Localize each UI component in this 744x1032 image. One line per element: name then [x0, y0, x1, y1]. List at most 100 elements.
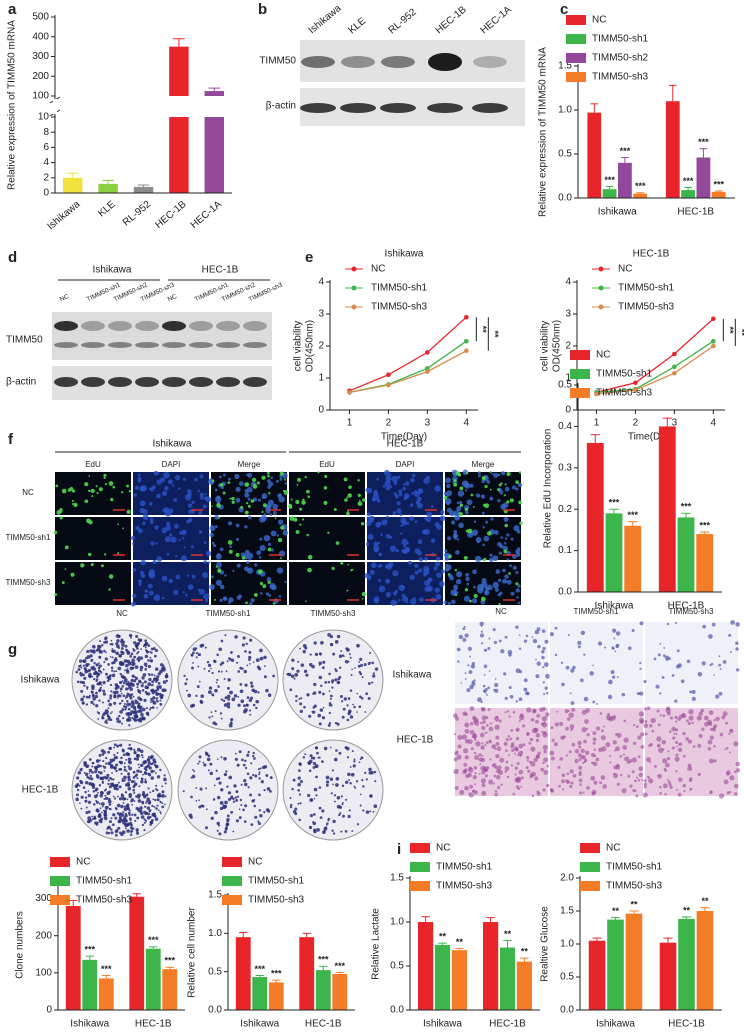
texture-dot: [364, 572, 370, 579]
colony-dot: [338, 751, 342, 755]
colony-dot: [367, 662, 371, 666]
colony-dot: [113, 701, 117, 705]
colony-dot: [346, 718, 350, 722]
colony-dot: [161, 785, 164, 788]
texture-dot: [631, 628, 635, 632]
texture-dot: [413, 490, 418, 495]
texture-dot: [470, 747, 474, 751]
texture-dot: [205, 550, 212, 557]
colony-dot: [195, 787, 198, 789]
colony-dot: [90, 700, 94, 704]
texture-dot: [536, 713, 541, 718]
texture-dot: [464, 722, 470, 728]
colony-dot: [79, 780, 83, 783]
significance-label: **: [683, 905, 691, 915]
texture-dot: [299, 523, 302, 526]
colony-dot: [122, 717, 125, 720]
colony-dot: [127, 786, 132, 791]
error-bar: [272, 979, 281, 983]
texture-dot: [483, 557, 487, 561]
colony-dot: [299, 647, 301, 650]
x-tick-label: 2: [386, 418, 392, 429]
colony-dot: [136, 647, 139, 650]
texture-dot: [307, 567, 312, 573]
texture-dot: [487, 708, 491, 711]
texture-dot: [578, 791, 583, 795]
texture-dot: [678, 742, 683, 746]
texture-dot: [718, 663, 722, 667]
texture-dot: [592, 761, 598, 767]
colony-dot: [352, 764, 356, 768]
texture-dot: [399, 513, 403, 517]
texture-dot: [218, 475, 222, 479]
texture-dot: [722, 660, 727, 664]
texture-dot: [649, 742, 653, 747]
texture-dot: [503, 494, 506, 497]
colony-dot: [94, 694, 99, 699]
texture-dot: [456, 506, 462, 512]
colony-dot: [210, 711, 213, 714]
texture-dot: [522, 743, 526, 747]
texture-dot: [433, 566, 438, 571]
colony-dot: [358, 705, 362, 709]
colony-dot: [193, 770, 196, 773]
texture-dot: [624, 756, 630, 762]
texture-dot: [161, 490, 168, 497]
texture-dot: [130, 601, 136, 607]
texture-dot: [139, 500, 146, 507]
colony-dot: [121, 699, 124, 703]
texture-dot: [710, 790, 713, 793]
texture-dot: [672, 736, 676, 740]
colony-dot: [350, 674, 353, 677]
texture-dot: [467, 739, 473, 745]
texture-dot: [385, 520, 388, 523]
colony-dot: [101, 805, 104, 808]
texture-dot: [619, 754, 623, 758]
texture-dot: [464, 678, 467, 680]
colony-dot: [159, 702, 163, 706]
colony-dot: [113, 753, 116, 756]
texture-dot: [542, 744, 548, 750]
texture-dot: [728, 751, 731, 754]
colony-dot: [209, 771, 214, 776]
colony-dot: [152, 696, 156, 700]
colony-dot: [144, 685, 149, 690]
texture-dot: [408, 560, 413, 565]
colony-dot: [151, 706, 155, 709]
legend-swatch: [566, 15, 586, 25]
texture-dot: [414, 520, 418, 524]
colony-dot: [148, 766, 152, 770]
colony-dot: [298, 818, 301, 822]
colony-dot: [102, 713, 106, 717]
colony-dot: [156, 677, 159, 680]
colony-dot: [349, 689, 353, 692]
texture-dot: [448, 554, 452, 559]
texture-dot: [447, 536, 452, 541]
colony-dot: [372, 674, 376, 678]
texture-dot: [453, 529, 458, 534]
colony-dot: [141, 716, 145, 721]
colony-dot: [330, 704, 333, 707]
texture-dot: [410, 477, 415, 483]
texture-dot: [477, 587, 484, 594]
texture-dot: [713, 718, 716, 722]
colony-dot: [200, 699, 203, 702]
texture-dot: [559, 721, 564, 726]
texture-dot: [586, 785, 590, 790]
texture-dot: [323, 500, 328, 505]
x-tick-label: 2: [633, 418, 639, 429]
colony-dot: [252, 799, 255, 802]
texture-dot: [256, 550, 262, 556]
colony-dot: [312, 761, 317, 766]
texture-dot: [621, 788, 627, 794]
colony-dot: [145, 793, 149, 797]
texture-dot: [623, 719, 627, 723]
texture-dot: [499, 591, 503, 595]
texture-dot: [211, 575, 214, 579]
row-label: Ishikawa: [21, 675, 60, 686]
texture-dot: [181, 536, 185, 540]
point: [672, 370, 677, 376]
colony-dot: [323, 826, 328, 831]
texture-dot: [462, 627, 466, 631]
colony-dot: [120, 692, 123, 695]
